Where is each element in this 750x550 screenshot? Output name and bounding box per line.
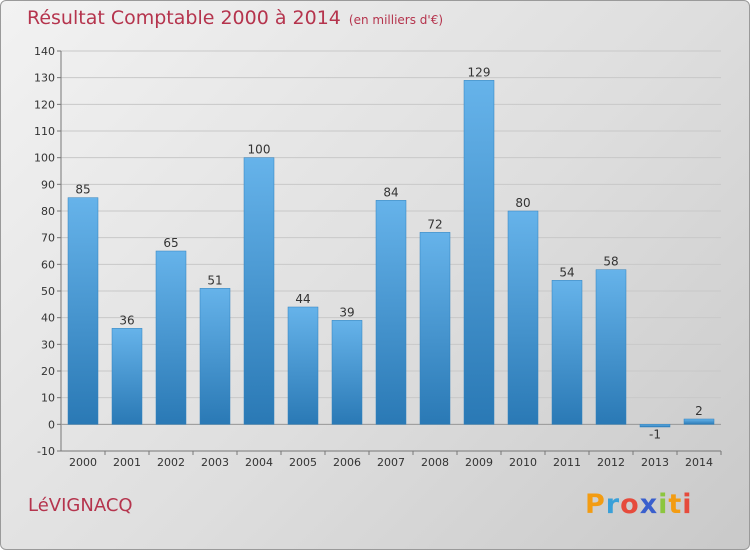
bars <box>67 80 715 428</box>
y-tick-label: -10 <box>37 445 55 458</box>
y-tick-label: 120 <box>34 98 55 111</box>
data-label-2008: 72 <box>427 217 442 231</box>
data-label-2004: 100 <box>248 143 271 157</box>
y-tick-label: 140 <box>34 45 55 58</box>
x-tick-label: 2001 <box>113 456 141 469</box>
data-label-2006: 39 <box>339 305 354 319</box>
bar-2006 <box>331 320 363 425</box>
proxiti-logo: Proxiti <box>585 489 693 520</box>
data-label-2005: 44 <box>295 292 310 306</box>
bar-2002 <box>155 250 187 425</box>
x-tick-label: 2002 <box>157 456 185 469</box>
x-tick-label: 2011 <box>553 456 581 469</box>
y-tick-label: 20 <box>41 365 55 378</box>
bar-2013 <box>639 424 671 428</box>
bar-2014 <box>683 418 715 425</box>
x-tick-label: 2014 <box>685 456 713 469</box>
x-tick-label: 2010 <box>509 456 537 469</box>
data-label-2014: 2 <box>695 404 703 418</box>
x-tick-label: 2007 <box>377 456 405 469</box>
data-label-2013: -1 <box>649 427 661 441</box>
y-tick-label: 30 <box>41 338 55 351</box>
y-tick-label: 70 <box>41 232 55 245</box>
data-label-2001: 36 <box>119 313 134 327</box>
bar-2011 <box>551 280 583 425</box>
x-tick-label: 2008 <box>421 456 449 469</box>
y-axis-ticks: -10 0 10 20 30 40 50 60 70 80 90 100 110 120 130 140 <box>34 45 61 458</box>
y-tick-label: 0 <box>48 418 55 431</box>
x-tick-label: 2000 <box>69 456 97 469</box>
logo-letter: r <box>605 489 621 520</box>
data-labels: 85 36 65 51 100 44 39 84 72 129 80 54 58 -1 2 <box>75 65 702 441</box>
data-label-2002: 65 <box>163 236 178 250</box>
bar-2007 <box>375 200 407 425</box>
bar-2001 <box>111 328 143 425</box>
x-tick-label: 2009 <box>465 456 493 469</box>
y-tick-label: 100 <box>34 152 55 165</box>
bar-2010 <box>507 210 539 425</box>
chart-title: Résultat Comptable 2000 à 2014 <box>27 7 341 29</box>
bar-2009 <box>463 80 495 425</box>
chart-unit: (en milliers d'€) <box>348 13 444 27</box>
data-label-2010: 80 <box>515 196 530 210</box>
y-tick-label: 80 <box>41 205 55 218</box>
chart-title-block: Résultat Comptable 2000 à 2014 (en millie… <box>27 7 443 29</box>
data-label-2007: 84 <box>383 185 398 199</box>
data-label-2009: 129 <box>468 65 491 79</box>
data-label-2003: 51 <box>207 273 222 287</box>
bar-2012 <box>595 269 627 425</box>
bar-2004 <box>243 157 275 425</box>
data-label-2012: 58 <box>603 255 618 269</box>
bar-2000 <box>67 197 99 425</box>
logo-letter: P <box>585 489 606 520</box>
y-tick-label: 110 <box>34 125 55 138</box>
logo-letter: i <box>658 489 669 520</box>
x-axis-ticks: 2000 2001 2002 2003 2004 2005 2006 2007 2008 2009… <box>69 451 722 469</box>
x-tick-label: 2004 <box>245 456 273 469</box>
commune-name: LéVIGNACQ <box>28 495 133 516</box>
x-tick-label: 2012 <box>597 456 625 469</box>
logo-letter: i <box>682 489 693 520</box>
y-tick-label: 40 <box>41 312 55 325</box>
bar-2008 <box>419 232 451 425</box>
y-tick-label: 130 <box>34 72 55 85</box>
x-tick-label: 2006 <box>333 456 361 469</box>
logo-letter: o <box>620 489 640 520</box>
y-tick-label: 60 <box>41 258 55 271</box>
y-tick-label: 10 <box>41 392 55 405</box>
data-label-2000: 85 <box>75 183 90 197</box>
x-tick-label: 2003 <box>201 456 229 469</box>
data-label-2011: 54 <box>559 265 574 279</box>
bar-2005 <box>287 306 319 425</box>
y-tick-label: 90 <box>41 178 55 191</box>
x-tick-label: 2005 <box>289 456 317 469</box>
x-tick-label: 2013 <box>641 456 669 469</box>
logo-letter: t <box>668 489 683 520</box>
y-tick-label: 50 <box>41 285 55 298</box>
bar-2003 <box>199 288 231 425</box>
logo-letter: x <box>639 489 659 520</box>
